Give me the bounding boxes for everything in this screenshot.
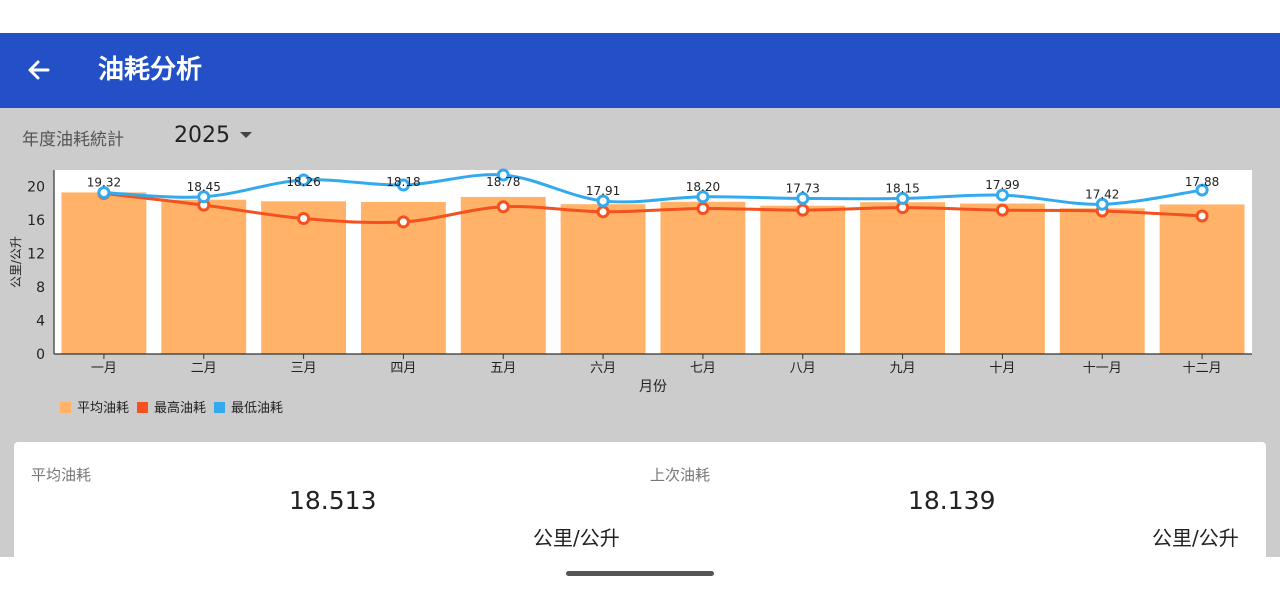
min-point: [496, 168, 510, 182]
bar: [261, 201, 347, 354]
max-point: [995, 203, 1009, 217]
bar-value-label: 18.78: [486, 175, 520, 189]
status-bar-space: [0, 0, 1280, 33]
x-tick-label: 三月: [291, 361, 317, 376]
max-point: [696, 201, 710, 215]
home-indicator[interactable]: [566, 571, 714, 576]
max-point: [396, 215, 410, 229]
bar: [161, 199, 247, 354]
x-tick-label: 二月: [191, 361, 217, 376]
min-point: [995, 188, 1009, 202]
avg-consumption-label: 平均油耗: [31, 466, 92, 484]
bar: [460, 196, 546, 354]
bar: [959, 203, 1045, 354]
y-tick-label: 8: [36, 280, 45, 296]
bar-value-label: 18.18: [386, 175, 420, 189]
chevron-down-icon: [240, 132, 252, 138]
bar: [560, 204, 646, 354]
app-bar: 油耗分析: [0, 33, 1280, 108]
bar-value-label: 19.32: [87, 175, 121, 189]
arrow-left-icon[interactable]: [22, 53, 56, 87]
min-point: [796, 191, 810, 205]
legend-label: 最高油耗: [154, 400, 206, 416]
year-dropdown[interactable]: 2025: [174, 120, 252, 150]
year-value: 2025: [174, 122, 230, 148]
summary-card: 平均油耗 18.513 公里/公升 上次油耗 18.139 公里/公升: [14, 442, 1266, 557]
legend-swatch: [137, 402, 148, 413]
min-point: [396, 178, 410, 192]
avg-consumption-unit: 公里/公升: [533, 526, 620, 550]
min-point: [97, 186, 111, 200]
legend-label: 平均油耗: [77, 401, 129, 416]
legend-swatch: [214, 402, 225, 413]
legend-label: 最低油耗: [231, 401, 283, 416]
y-tick-label: 16: [27, 213, 45, 229]
x-tick-label: 十二月: [1183, 361, 1222, 376]
max-point: [297, 212, 311, 226]
min-point: [197, 190, 211, 204]
bar-value-label: 18.15: [885, 181, 919, 195]
x-tick-label: 八月: [790, 361, 816, 376]
bar-value-label: 18.20: [686, 180, 720, 194]
bar-value-label: 17.42: [1085, 187, 1119, 201]
x-tick-label: 五月: [490, 361, 516, 376]
min-point: [1195, 183, 1209, 197]
year-stats-label: 年度油耗統計: [22, 130, 124, 150]
x-tick-label: 一月: [91, 361, 117, 376]
max-point: [796, 203, 810, 217]
y-tick-label: 4: [36, 314, 45, 330]
avg-consumption-value: 18.513: [289, 486, 377, 515]
bar: [61, 192, 147, 354]
x-tick-label: 十一月: [1083, 361, 1122, 376]
x-tick-label: 六月: [590, 361, 616, 376]
min-point: [596, 194, 610, 208]
x-axis-label: 月份: [639, 379, 667, 395]
y-tick-label: 20: [27, 180, 45, 196]
legend-swatch: [60, 402, 71, 413]
min-point: [696, 190, 710, 204]
min-series-line: [103, 173, 1203, 206]
bar-value-label: 18.45: [187, 180, 221, 194]
bar: [1159, 204, 1245, 354]
min-point: [896, 191, 910, 205]
y-tick-label: 0: [36, 347, 45, 363]
bar-value-label: 18.26: [286, 175, 320, 189]
x-tick-label: 十月: [989, 361, 1015, 376]
x-tick-label: 九月: [890, 361, 916, 376]
bar-value-label: 17.88: [1185, 175, 1219, 189]
max-point: [496, 200, 510, 214]
last-consumption-unit: 公里/公升: [1152, 526, 1239, 550]
bar-value-label: 17.73: [786, 181, 820, 195]
last-consumption-label: 上次油耗: [650, 466, 711, 484]
max-point: [596, 205, 610, 219]
main-content: 年度油耗統計 2025 0 4 8 12 16 20 公里/公升 一月 二月 三月 四月 五月 六月 七月…: [0, 108, 1280, 557]
bar: [760, 205, 846, 354]
y-tick-label: 12: [27, 247, 45, 263]
bar: [1059, 208, 1145, 354]
min-point: [1095, 197, 1109, 211]
x-tick-label: 七月: [690, 361, 716, 376]
bar: [660, 201, 746, 354]
page-title: 油耗分析: [98, 55, 203, 85]
bar-value-label: 17.99: [985, 178, 1019, 192]
bar: [860, 202, 946, 354]
bar-value-label: 17.91: [586, 184, 620, 198]
last-consumption-value: 18.139: [908, 486, 996, 515]
max-point: [1195, 209, 1209, 223]
y-axis-label: 公里/公升: [9, 236, 23, 288]
gesture-bar: [0, 557, 1280, 590]
min-point: [297, 173, 311, 187]
x-tick-label: 四月: [390, 361, 416, 376]
